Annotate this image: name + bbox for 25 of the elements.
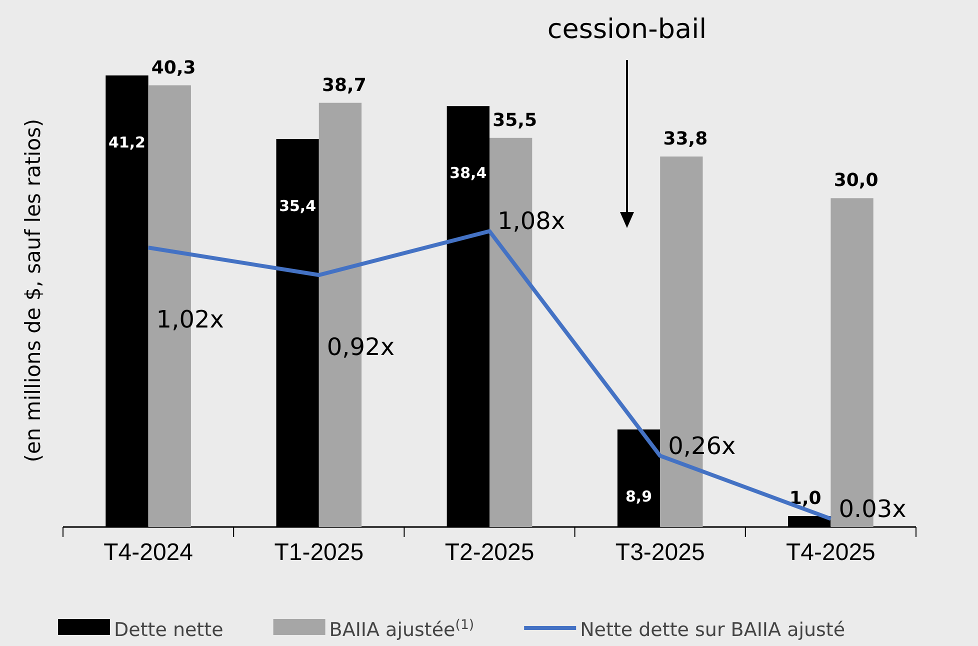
text: cession-bail xyxy=(547,14,707,45)
data-label: 40,3 xyxy=(151,57,196,78)
data-label: 8,9 xyxy=(625,487,652,506)
x-tick-label: T2-2025 xyxy=(444,539,534,566)
x-tick-label: T1-2025 xyxy=(274,539,364,566)
data-label: 1,02x xyxy=(156,306,224,334)
legend-label: BAIIA ajustée$^{(1)}$ xyxy=(329,618,474,641)
legend-label: Nette dette sur BAIIA ajusté xyxy=(580,619,846,641)
x-tick-label: T3-2025 xyxy=(615,539,705,566)
data-label: 0,26x xyxy=(668,432,736,460)
x-tick-label: T4-2024 xyxy=(104,539,193,566)
data-label: 0.03x xyxy=(838,494,906,523)
data-label: 33,8 xyxy=(663,128,708,150)
data-label: 35,5 xyxy=(492,110,538,131)
data-label: 1,0 xyxy=(789,488,822,510)
x-tick-label: T4-2025 xyxy=(786,539,876,566)
data-label: 1,08x xyxy=(498,207,566,236)
data-label: 30,0 xyxy=(834,170,878,192)
data-label: 41,2 xyxy=(108,133,146,152)
legend-label: Dette nette xyxy=(114,619,224,641)
y-axis-title: (en millions de $, sauf les ratios) xyxy=(21,118,45,462)
data-label: 38,4 xyxy=(450,164,487,182)
data-label: 35,4 xyxy=(279,196,316,215)
data-label: 38,7 xyxy=(322,74,366,96)
data-label: 0,92x xyxy=(326,333,395,362)
